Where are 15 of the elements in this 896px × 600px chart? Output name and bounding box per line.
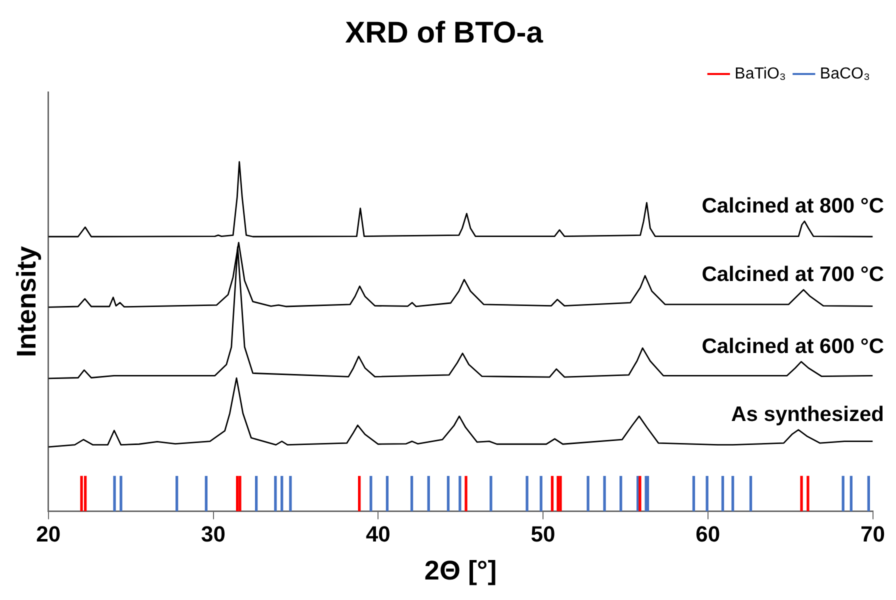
x-tick-label: 40 [366,521,390,546]
series-label: Calcined at 600 °C [702,334,884,358]
legend-label: BaTiO₃ [734,65,786,82]
series-label: Calcined at 800 °C [702,194,884,218]
y-axis-title: Intensity [12,246,42,358]
legend-label: BaCO₃ [820,65,870,82]
series-label: Calcined at 700 °C [702,263,884,286]
chart-title: XRD of BTO-a [345,16,544,50]
x-tick-label: 30 [201,521,226,546]
x-axis-title: 2Θ [°] [424,555,497,586]
x-tick-label: 50 [530,521,556,546]
series-label: As synthesized [731,403,884,426]
x-tick-label: 20 [36,521,61,546]
x-tick-label: 70 [860,521,886,546]
x-tick-label: 60 [696,521,720,546]
